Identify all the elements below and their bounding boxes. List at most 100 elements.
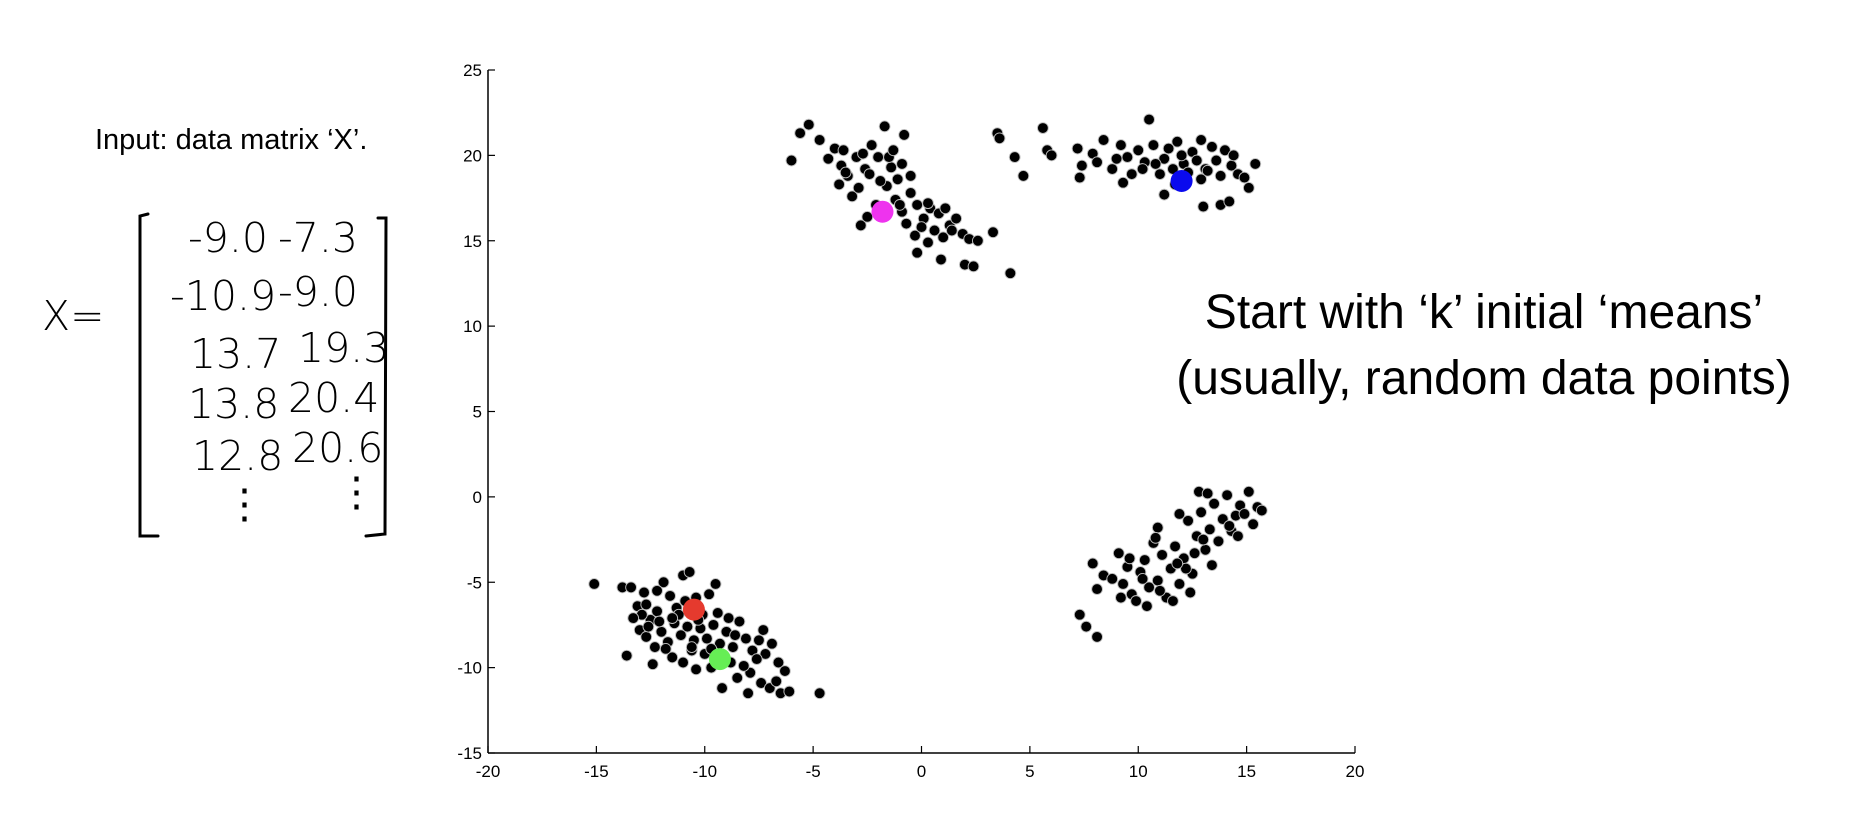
data-point [750,653,763,665]
data-point [694,622,707,635]
data-point [854,219,867,232]
data-point [1223,520,1236,532]
data-point [625,581,637,594]
data-point [917,212,930,225]
data-point [904,187,917,199]
data-point [1123,552,1136,565]
data-point [651,584,663,597]
x-tick-label: -20 [476,762,501,781]
x-tick-label: 0 [917,762,926,781]
data-point [705,661,718,674]
data-point [993,132,1006,145]
data-point [1125,588,1138,601]
data-point [1223,195,1236,208]
data-point [1160,591,1173,604]
data-point [841,170,854,182]
data-point [677,656,689,669]
matrix-cell: 20.6 [292,424,383,472]
data-point [698,648,711,660]
data-point [1195,173,1207,186]
data-point [714,637,726,650]
x-tick-label: 10 [1129,762,1148,781]
data-point [774,687,787,700]
data-point [729,629,741,642]
data-point [1138,554,1151,566]
data-point [664,590,676,602]
data-point [1115,591,1127,604]
data-point [1177,552,1190,565]
data-point [1201,487,1214,500]
data-point [1227,149,1240,162]
data-point [1091,631,1103,643]
data-point [850,151,863,163]
data-point [690,591,702,604]
data-point [896,158,908,170]
data-point [1097,569,1110,582]
data-point [878,120,891,133]
data-point [835,159,848,172]
data-point [943,219,956,232]
data-point [666,651,679,664]
data-point [1219,144,1231,157]
data-point [707,619,720,631]
data-point [640,598,653,611]
data-point [783,685,796,698]
data-point [666,612,679,624]
data-point [794,127,806,140]
initial-mean-point [871,200,894,223]
matrix-cell: 19.3 [298,324,389,372]
initial-mean-point [682,598,705,621]
data-point [1214,170,1227,182]
data-point [770,675,783,688]
data-point [649,641,661,653]
data-point [1162,142,1175,155]
data-point [900,217,913,230]
data-point [1154,584,1166,597]
data-point [1190,154,1203,167]
y-tick-label: -15 [457,744,482,763]
data-point [1225,525,1238,537]
data-point [922,197,934,210]
matrix-lhs: X= [42,292,104,340]
data-point [685,644,698,657]
data-point [668,617,681,630]
data-point [685,641,698,653]
data-point [690,663,702,676]
data-point [720,625,733,638]
data-point [924,202,937,215]
data-point [1238,171,1251,184]
data-point [1147,537,1160,549]
data-point [653,615,666,628]
headline: Start with ‘k’ initial ‘means’ (usually,… [1124,280,1844,412]
data-point [889,193,902,206]
y-tick-label: -5 [467,573,482,592]
data-point [1180,562,1192,575]
data-point [1076,159,1088,172]
y-tick-label: 20 [463,146,482,165]
data-point [915,221,928,233]
data-point [718,653,731,665]
data-point [891,173,904,186]
data-point [620,649,633,662]
data-point [1004,267,1017,280]
matrix-entries: -9.0 -7.3 -10.9 -9.0 13.7 19.3 13.8 20.4… [170,214,389,528]
data-point [1158,152,1171,165]
data-point [679,595,692,607]
matrix-cell: -7.3 [278,214,358,262]
data-point [1117,176,1129,189]
data-point [746,644,759,657]
data-point [846,190,858,203]
data-point [1225,159,1238,172]
data-point [638,586,650,599]
data-point [1195,506,1207,519]
data-point [828,142,841,155]
matrix-cell: -9.0 [278,268,358,316]
data-point [1169,178,1181,191]
data-point [1221,489,1233,502]
data-point [683,566,696,578]
data-point [958,258,971,271]
data-point [1169,540,1181,553]
data-point [1193,485,1205,498]
data-point [865,139,878,151]
data-point [991,127,1004,140]
